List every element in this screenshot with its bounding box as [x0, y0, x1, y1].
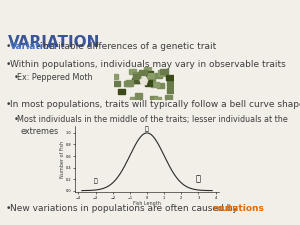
- Bar: [157, 83, 164, 88]
- Bar: [152, 82, 159, 88]
- Text: 🐟: 🐟: [196, 175, 201, 184]
- Bar: [133, 74, 140, 79]
- Bar: [146, 71, 153, 76]
- Text: •: •: [5, 60, 11, 69]
- Bar: [132, 78, 140, 83]
- Text: mutations: mutations: [212, 204, 264, 213]
- Bar: [154, 97, 161, 102]
- Text: ⬟: ⬟: [139, 77, 149, 87]
- Text: In most populations, traits will typically follow a bell curve shape: In most populations, traits will typical…: [10, 100, 300, 109]
- X-axis label: Fish Length: Fish Length: [133, 201, 161, 206]
- Bar: [160, 69, 167, 74]
- Bar: [158, 70, 165, 76]
- Bar: [118, 89, 125, 94]
- Bar: [147, 73, 154, 78]
- Bar: [140, 70, 147, 75]
- Bar: [111, 74, 118, 79]
- Bar: [149, 96, 157, 101]
- Y-axis label: Number of Fish: Number of Fish: [59, 141, 64, 178]
- Text: •: •: [14, 73, 18, 82]
- Bar: [167, 88, 174, 93]
- Bar: [155, 73, 162, 78]
- Text: - heritable differences of a genetic trait: - heritable differences of a genetic tra…: [34, 42, 217, 51]
- Text: 🐟: 🐟: [145, 127, 149, 132]
- Text: •: •: [5, 204, 11, 213]
- Bar: [145, 80, 152, 86]
- Bar: [126, 80, 133, 86]
- Bar: [166, 75, 173, 80]
- Text: extremes: extremes: [20, 127, 58, 136]
- Bar: [133, 72, 140, 78]
- Bar: [134, 78, 141, 83]
- Text: 🐟: 🐟: [94, 178, 98, 184]
- Bar: [165, 95, 172, 100]
- Text: New variations in populations are often caused by: New variations in populations are often …: [10, 204, 241, 213]
- Bar: [135, 93, 142, 99]
- Bar: [124, 81, 131, 86]
- Bar: [167, 81, 174, 86]
- Bar: [147, 79, 155, 84]
- Text: VARIATION: VARIATION: [8, 35, 100, 50]
- Bar: [113, 81, 120, 86]
- Text: Within populations, individuals may vary in observable traits: Within populations, individuals may vary…: [10, 60, 286, 69]
- Bar: [144, 65, 151, 70]
- Text: Most individuals in the middle of the traits; lesser individuals at the: Most individuals in the middle of the tr…: [17, 115, 288, 124]
- Text: •: •: [5, 42, 11, 51]
- Text: •: •: [14, 115, 18, 124]
- Text: •: •: [5, 100, 11, 109]
- Text: Variation: Variation: [10, 42, 56, 51]
- Bar: [145, 80, 152, 86]
- Bar: [129, 69, 136, 74]
- Text: Ex: Peppered Moth: Ex: Peppered Moth: [17, 73, 93, 82]
- Bar: [130, 97, 137, 102]
